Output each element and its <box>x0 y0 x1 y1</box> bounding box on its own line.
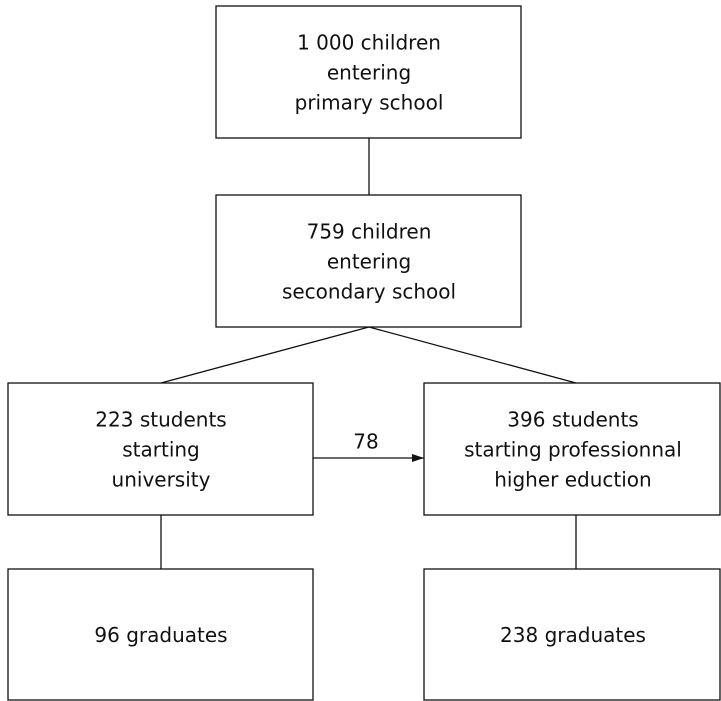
node-box <box>7 568 314 701</box>
node-label: secondary school <box>282 280 456 304</box>
node-label: 238 graduates <box>500 623 646 647</box>
connector <box>160 326 370 384</box>
node-label: higher eduction <box>494 468 651 492</box>
connector <box>368 326 577 384</box>
node-box <box>423 568 721 701</box>
edge-label: 78 <box>353 430 378 454</box>
node-label: 1 000 children <box>297 31 441 55</box>
node-label: university <box>112 468 211 492</box>
node-label: starting professionnal <box>464 438 682 462</box>
node-label: 759 children <box>307 220 432 244</box>
node-box <box>423 382 721 516</box>
node-box <box>215 194 522 328</box>
node-label: 223 students <box>95 408 226 432</box>
node-label: starting <box>122 438 200 462</box>
node-label: primary school <box>295 91 444 115</box>
node-box <box>215 5 522 139</box>
node-label: 396 students <box>507 408 638 432</box>
node-label: 96 graduates <box>94 623 227 647</box>
node-box <box>7 382 314 516</box>
node-label: entering <box>327 61 411 85</box>
node-label: entering <box>327 250 411 274</box>
